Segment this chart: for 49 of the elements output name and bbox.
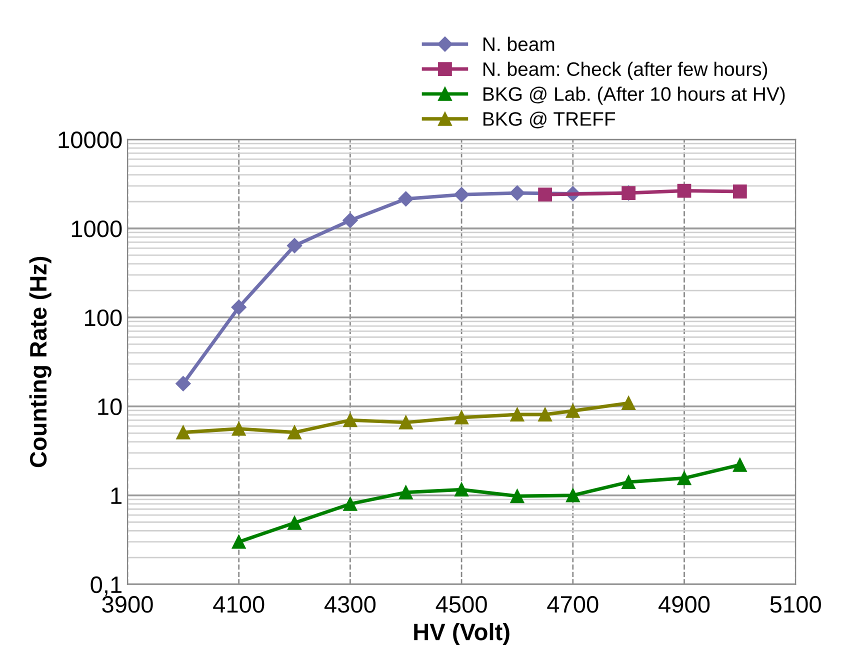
point: [677, 184, 692, 198]
y-tick-label: 10: [98, 398, 122, 416]
x-tick-label: 4100: [213, 596, 264, 613]
y-tick-label: 100: [85, 309, 122, 326]
point: [538, 408, 552, 422]
point: [398, 191, 414, 206]
x-tick-label: 4300: [324, 596, 376, 613]
x-axis-title: HV (Volt): [414, 622, 510, 646]
y-tick-label: 10000: [58, 132, 122, 148]
point: [288, 516, 302, 530]
y-axis-title: Counting Rate (Hz): [29, 256, 52, 468]
point: [286, 238, 302, 254]
point: [176, 425, 190, 440]
point: [538, 188, 552, 202]
point: [231, 300, 246, 315]
y-tick-label: 1000: [72, 220, 122, 238]
x-tick-label: 3900: [102, 596, 153, 613]
point: [677, 471, 692, 486]
point: [510, 489, 524, 504]
point: [176, 376, 191, 392]
point: [398, 415, 413, 430]
point: [288, 425, 302, 440]
legend-label: BKG @ TREFF: [484, 112, 616, 128]
point: [566, 404, 580, 418]
point: [510, 408, 524, 422]
point: [232, 534, 246, 549]
point: [622, 396, 636, 410]
legend-label: N. beam: Check (after few hours): [484, 62, 768, 80]
point: [732, 458, 747, 472]
point: [342, 212, 358, 228]
point: [343, 497, 358, 511]
point: [398, 485, 413, 500]
point: [454, 410, 468, 424]
legend-label: BKG @ Lab. (After 10 hours at HV): [484, 86, 785, 105]
point: [343, 413, 358, 428]
legend-label: N. beam: [484, 36, 554, 52]
x-tick-label: 4500: [436, 596, 487, 613]
y-tick-label: 0,1: [90, 576, 122, 596]
point: [566, 488, 580, 502]
x-tick-label: 4900: [658, 596, 710, 613]
point: [622, 475, 636, 490]
y-tick-label: 1: [111, 488, 122, 504]
point: [232, 422, 246, 436]
point: [454, 482, 468, 497]
point: [732, 184, 747, 198]
x-tick-label: 4700: [547, 596, 598, 613]
x-tick-label: 5100: [770, 596, 821, 613]
point: [454, 187, 470, 202]
point: [510, 185, 525, 201]
